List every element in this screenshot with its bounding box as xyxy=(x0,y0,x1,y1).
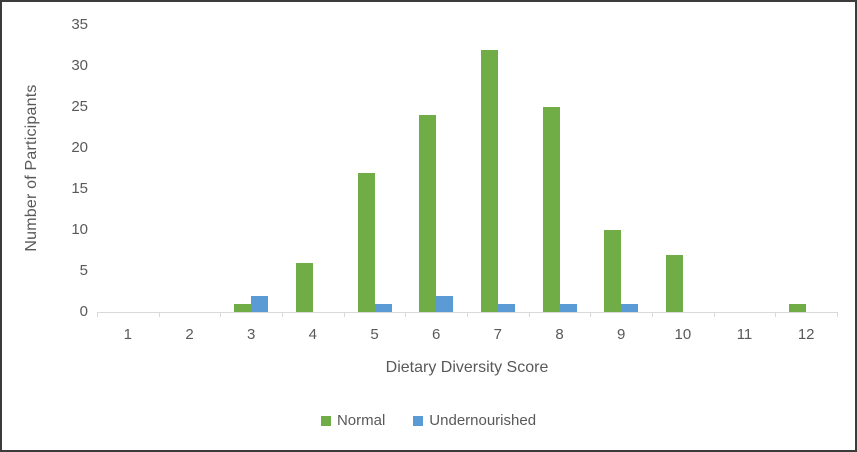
bar-normal-score-9 xyxy=(604,230,621,312)
x-tick-label: 9 xyxy=(616,326,626,343)
y-axis-title: Number of Participants xyxy=(23,84,40,252)
x-axis-title: Dietary Diversity Score xyxy=(385,359,549,376)
bar-normal-score-6 xyxy=(419,115,436,312)
x-tick-label: 6 xyxy=(431,326,441,343)
x-axis-tick xyxy=(97,313,98,317)
x-tick-label: 1 xyxy=(123,326,132,343)
bar-undernourished-score-6 xyxy=(436,296,453,312)
x-tick-label: 11 xyxy=(736,326,753,343)
legend: Normal Undernourished xyxy=(2,412,855,429)
bar-undernourished-score-8 xyxy=(560,304,577,312)
x-axis-tick xyxy=(837,313,838,317)
bar-undernourished-score-7 xyxy=(498,304,515,312)
x-axis-tick xyxy=(467,313,468,317)
y-tick-label: 25 xyxy=(71,98,88,115)
bar-normal-score-5 xyxy=(358,173,375,312)
legend-label: Normal xyxy=(336,412,386,429)
legend-swatch-icon xyxy=(320,415,331,426)
x-axis-tick xyxy=(220,313,222,317)
bar-normal-score-10 xyxy=(666,255,683,312)
x-tick-label: 4 xyxy=(308,326,317,343)
bar-undernourished-score-5 xyxy=(375,304,392,312)
y-tick-label: 20 xyxy=(71,139,88,156)
legend-item-normal: Normal xyxy=(320,412,386,429)
bar-normal-score-7 xyxy=(481,50,498,312)
x-tick-label: 5 xyxy=(370,326,379,343)
x-axis-tick xyxy=(713,313,715,317)
x-tick-label: 7 xyxy=(493,326,502,343)
bar-normal-score-8 xyxy=(543,107,560,312)
bar-normal-score-4 xyxy=(296,263,313,312)
legend-item-undernourished: Undernourished xyxy=(413,412,536,429)
legend-label: Undernourished xyxy=(429,412,537,429)
y-tick-label: 30 xyxy=(71,57,88,74)
legend-swatch-icon xyxy=(413,415,424,426)
x-tick-label: 3 xyxy=(246,326,256,343)
x-axis-tick xyxy=(652,313,653,317)
x-axis-tick xyxy=(282,313,283,317)
x-tick-label: 12 xyxy=(797,326,815,343)
y-tick-label: 0 xyxy=(79,303,88,320)
y-tick-label: 10 xyxy=(71,221,88,238)
x-axis-tick xyxy=(158,313,160,317)
bar-undernourished-score-3 xyxy=(251,296,268,312)
y-tick-label: 5 xyxy=(79,262,88,279)
x-axis-line xyxy=(97,312,838,313)
x-tick-label: 10 xyxy=(674,326,692,343)
x-axis-tick xyxy=(405,313,407,317)
x-axis-tick xyxy=(343,313,345,317)
x-tick-label: 8 xyxy=(555,326,564,343)
x-axis-tick xyxy=(775,313,777,317)
bar-normal-score-12 xyxy=(789,304,806,312)
bar-normal-score-3 xyxy=(234,304,251,312)
x-tick-label: 2 xyxy=(185,326,194,343)
x-axis-tick xyxy=(590,313,592,317)
bar-undernourished-score-9 xyxy=(621,304,638,312)
y-tick-label: 35 xyxy=(71,16,88,33)
y-tick-label: 15 xyxy=(71,180,88,197)
x-axis-tick xyxy=(528,313,530,317)
